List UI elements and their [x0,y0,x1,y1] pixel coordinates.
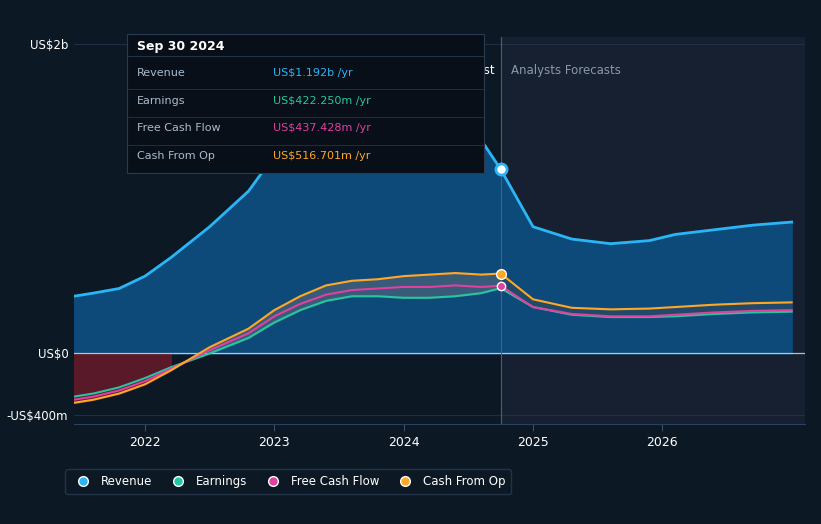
Text: US$1.192b /yr: US$1.192b /yr [273,68,352,78]
Text: Sep 30 2024: Sep 30 2024 [137,40,225,53]
Text: Free Cash Flow: Free Cash Flow [137,124,221,134]
Text: Past: Past [471,63,496,77]
Bar [501,37,805,424]
Legend: Revenue, Earnings, Free Cash Flow, Cash From Op: Revenue, Earnings, Free Cash Flow, Cash … [65,470,511,494]
Text: US$422.250m /yr: US$422.250m /yr [273,95,370,105]
Text: Earnings: Earnings [137,95,186,105]
Text: US$437.428m /yr: US$437.428m /yr [273,124,370,134]
Text: Analysts Forecasts: Analysts Forecasts [511,63,621,77]
Text: US$516.701m /yr: US$516.701m /yr [273,151,370,161]
Text: Cash From Op: Cash From Op [137,151,215,161]
Text: Revenue: Revenue [137,68,186,78]
